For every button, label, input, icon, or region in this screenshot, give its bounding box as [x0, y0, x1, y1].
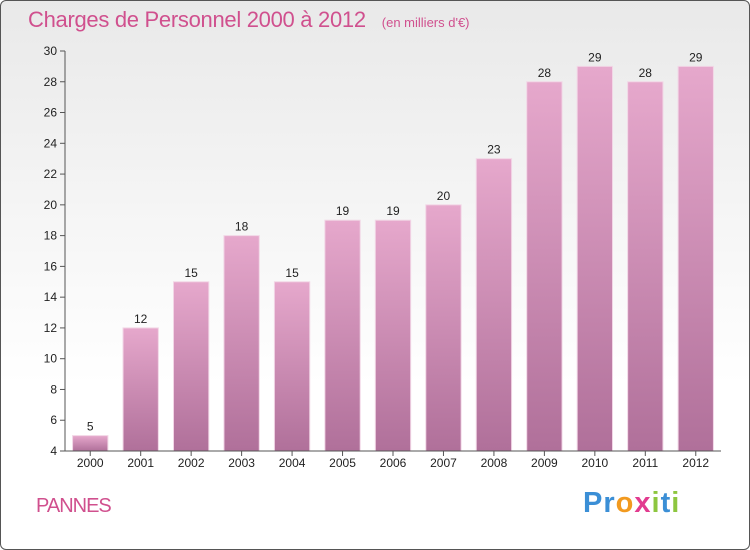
- bar-value-label: 28: [538, 66, 552, 80]
- bar: [273, 281, 311, 452]
- bar-value-label: 29: [689, 50, 703, 64]
- y-tick-label: 8: [50, 382, 57, 396]
- bar-value-label: 20: [437, 189, 451, 203]
- bar: [475, 158, 513, 452]
- x-tick-label: 2011: [632, 456, 658, 470]
- bars: 5 12 15 18 15 19 19 20 23 28 29 28 29: [72, 50, 714, 452]
- bar-value-label: 15: [184, 266, 198, 280]
- bar: [526, 81, 563, 452]
- bar-value-label: 23: [487, 143, 501, 157]
- bar: [172, 281, 210, 452]
- commune-name: PANNES: [36, 495, 112, 517]
- logo-letter: o: [615, 487, 635, 519]
- y-tick-label: 12: [44, 321, 58, 335]
- bar-value-label: 18: [235, 220, 249, 234]
- y-tick-label: 22: [44, 167, 58, 181]
- y-tick-label: 26: [44, 106, 58, 120]
- bar-value-label: 28: [639, 66, 653, 80]
- logo-letter: t: [660, 487, 672, 519]
- y-tick-label: 4: [50, 444, 57, 458]
- bar: [72, 435, 109, 452]
- x-tick-label: 2005: [329, 456, 356, 470]
- chart-title-text: Charges de Personnel 2000 à 2012: [28, 7, 366, 32]
- x-axis: 2000 2001 2002 2003 2004 2005 2006 2007 2008 2009…: [65, 450, 721, 470]
- x-tick-label: 2003: [228, 456, 255, 470]
- bar: [223, 235, 260, 452]
- bar: [425, 204, 462, 452]
- y-tick-label: 16: [44, 259, 58, 273]
- x-tick-label: 2008: [481, 456, 508, 470]
- logo-letter: P: [583, 487, 604, 519]
- proxiti-logo: Proxiti: [583, 487, 680, 520]
- x-tick-label: 2007: [430, 456, 457, 470]
- bar: [374, 219, 412, 452]
- bar-value-label: 12: [134, 312, 148, 326]
- logo-letter: i: [651, 487, 661, 519]
- y-tick-label: 20: [44, 198, 58, 212]
- x-tick-label: 2002: [178, 456, 205, 470]
- chart-subtitle: (en milliers d'€): [381, 15, 470, 30]
- bar-value-label: 5: [87, 420, 94, 434]
- y-tick-label: 10: [44, 352, 58, 366]
- x-tick-label: 2000: [77, 456, 104, 470]
- y-tick-label: 24: [44, 136, 58, 150]
- bar: [576, 65, 614, 452]
- bar: [324, 219, 361, 452]
- x-tick-label: 2010: [581, 456, 608, 470]
- bar: [677, 65, 714, 452]
- y-tick-label: 28: [44, 75, 58, 89]
- logo-letter: r: [603, 487, 616, 519]
- logo-letter: i: [671, 487, 681, 519]
- y-tick-label: 6: [50, 413, 57, 427]
- x-tick-label: 2006: [380, 456, 407, 470]
- logo-letter: x: [634, 487, 652, 519]
- bar-value-label: 29: [588, 50, 602, 64]
- y-tick-label: 30: [44, 44, 58, 58]
- bar-value-label: 15: [285, 266, 299, 280]
- bar: [122, 327, 159, 452]
- y-tick-label: 14: [44, 290, 58, 304]
- x-tick-label: 2001: [127, 456, 154, 470]
- chart-title: Charges de Personnel 2000 à 2012 (en mill…: [28, 7, 470, 33]
- x-tick-label: 2009: [531, 456, 558, 470]
- y-tick-label: 18: [44, 229, 58, 243]
- bar: [627, 81, 664, 452]
- bar-value-label: 19: [336, 204, 350, 218]
- bar-value-label: 19: [386, 204, 400, 218]
- x-tick-label: 2004: [279, 456, 306, 470]
- x-tick-label: 2012: [682, 456, 709, 470]
- y-axis: 4 6 8 10 12 14 16 18 20 22 24 26 28 30: [44, 44, 66, 458]
